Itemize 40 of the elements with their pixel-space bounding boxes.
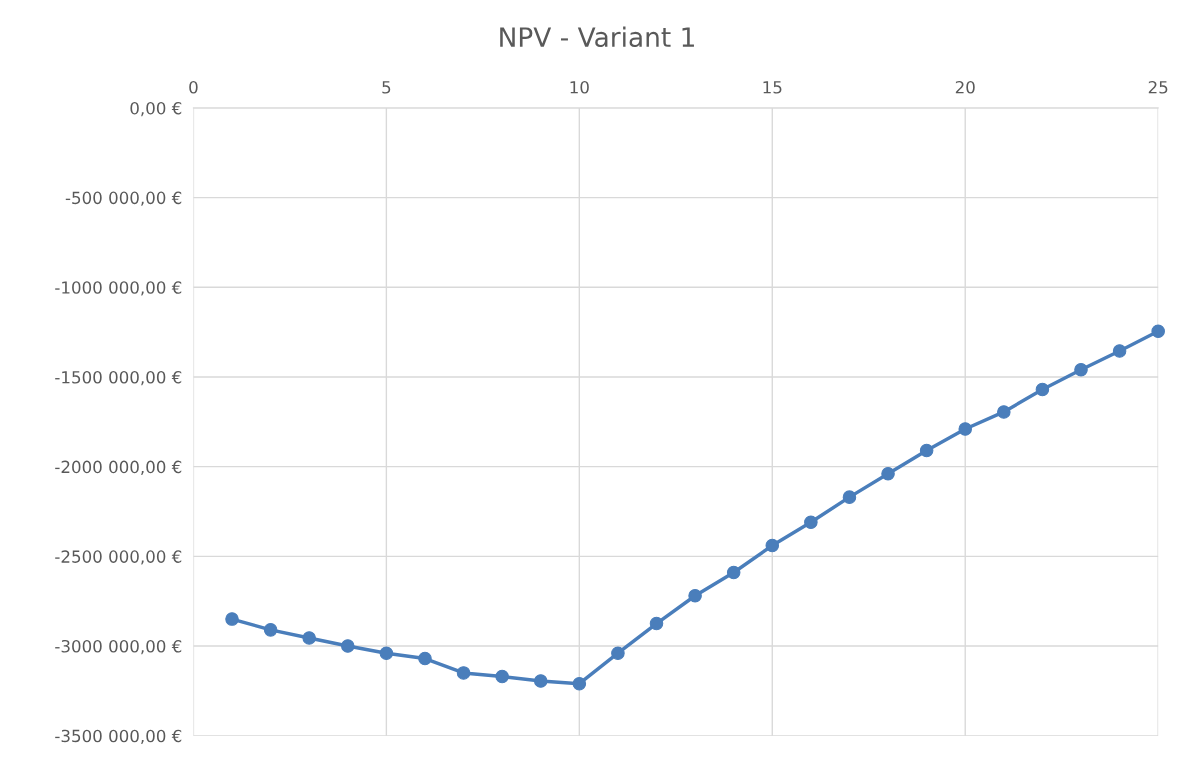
point: [958, 422, 972, 436]
y-tick-label: -1500 000,00 €: [55, 370, 182, 386]
point: [765, 538, 780, 553]
point: [456, 666, 471, 680]
y-tick-label: -2000 000,00 €: [55, 460, 182, 475]
point: [225, 612, 239, 626]
y-tick-label: -500 000,00 €: [65, 191, 182, 206]
point: [804, 515, 818, 530]
y-tick-label: -3000 000,00 €: [55, 639, 182, 655]
point: [1035, 382, 1050, 397]
y-tick-label: -2500 000,00 €: [55, 550, 182, 565]
point: [572, 676, 587, 691]
y-tick-label: -1000 000,00 €: [55, 281, 182, 296]
point: [418, 651, 432, 666]
x-tick-label: 10: [570, 80, 589, 94]
point: [649, 616, 664, 631]
point: [1112, 344, 1127, 358]
chart-title: NPV - Variant 1: [500, 26, 694, 48]
y-tick-label: -3500 000,00 €: [55, 729, 182, 744]
point: [688, 589, 702, 603]
point: [495, 669, 509, 684]
point: [726, 565, 741, 580]
point: [533, 674, 548, 688]
point: [341, 639, 355, 653]
x-tick-label: 0: [189, 80, 198, 94]
point: [842, 490, 857, 504]
x-tick-label: 25: [1148, 80, 1168, 94]
point: [611, 646, 625, 660]
x-tick-label: 5: [382, 81, 391, 94]
x-tick-label: 20: [955, 80, 975, 94]
x-tick-label: 15: [763, 81, 782, 94]
point: [263, 623, 278, 637]
point: [379, 646, 394, 660]
point: [919, 443, 934, 458]
point: [1074, 363, 1088, 377]
point: [997, 405, 1011, 419]
point: [1151, 324, 1165, 338]
point: [881, 467, 895, 481]
y-tick-label: 0,00 €: [130, 101, 182, 117]
point: [302, 631, 316, 645]
